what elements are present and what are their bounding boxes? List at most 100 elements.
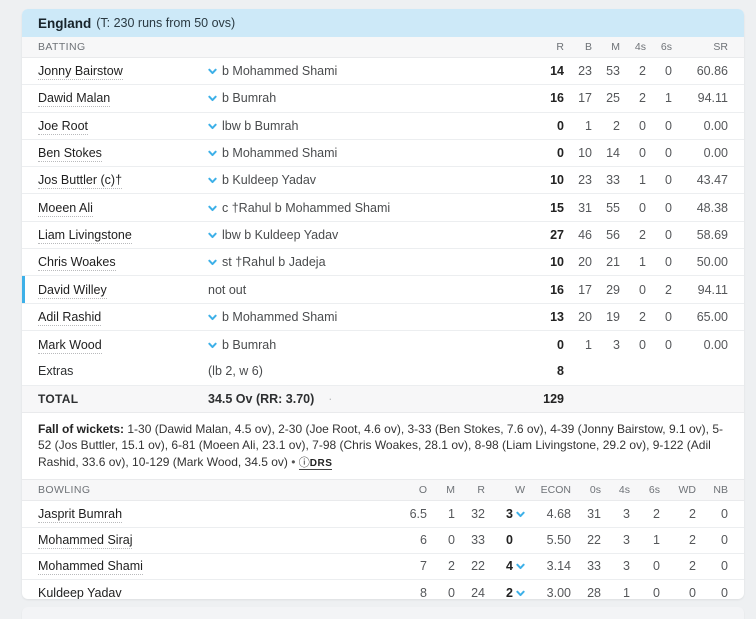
- dismissal[interactable]: b Mohammed Shami: [208, 64, 524, 78]
- sixes-value: 0: [653, 585, 660, 599]
- overs-value: 6: [420, 533, 427, 548]
- runs-value: 27: [550, 227, 564, 242]
- fours-value: 0: [639, 337, 646, 352]
- next-innings-header-partial[interactable]: [22, 607, 744, 619]
- extras-runs: 8: [557, 364, 564, 379]
- noballs-value: 0: [721, 559, 728, 574]
- col-header-fours-bowl: 4s: [618, 484, 630, 497]
- fours-value: 3: [623, 533, 630, 548]
- batting-row: Joe Root lbw b Bumrah 0 1 2 0 0 0.00: [22, 113, 744, 140]
- wickets-cell[interactable]: 3: [485, 507, 525, 521]
- sr-value: 43.47: [696, 173, 728, 188]
- fours-value: 2: [639, 309, 646, 324]
- fours-value: 0: [639, 146, 646, 161]
- bowler-name-link[interactable]: Jasprit Bumrah: [38, 506, 123, 523]
- dismissal[interactable]: b Bumrah: [208, 338, 524, 352]
- batting-section-header: BATTING R B M 4s 6s SR: [22, 37, 744, 58]
- dismissal[interactable]: lbw b Kuldeep Yadav: [208, 228, 524, 242]
- fours-value: 0: [639, 282, 646, 297]
- dismissal[interactable]: st †Rahul b Jadeja: [208, 255, 524, 269]
- wickets-cell[interactable]: 0: [485, 533, 525, 547]
- sixes-value: 0: [665, 146, 672, 161]
- chevron-down-icon: [208, 123, 217, 129]
- overs-value: 7: [420, 559, 427, 574]
- bowling-section-header: BOWLING O M R W ECON 0s 4s 6s WD NB: [22, 480, 744, 502]
- wickets-value: 0: [506, 533, 513, 548]
- batting-row: Moeen Ali c †Rahul b Mohammed Shami 15 3…: [22, 194, 744, 222]
- runs-value: 10: [550, 173, 564, 188]
- batting-row: Adil Rashid b Mohammed Shami 13 20 19 2 …: [22, 304, 744, 331]
- runs-value: 16: [550, 282, 564, 297]
- overs-value: 6.5: [409, 506, 427, 521]
- balls-value: 17: [578, 282, 592, 297]
- sixes-value: 2: [665, 282, 672, 297]
- wickets-cell[interactable]: 2: [485, 586, 525, 599]
- bowling-row: Kuldeep Yadav 8 0 24 2 3.00 28 1 0 0 0: [22, 580, 744, 599]
- maidens-value: 0: [448, 585, 455, 599]
- dismissal[interactable]: b Bumrah: [208, 91, 524, 105]
- bowler-name-link[interactable]: Kuldeep Yadav: [38, 585, 122, 599]
- fours-value: 2: [639, 91, 646, 106]
- dismissal[interactable]: c †Rahul b Mohammed Shami: [208, 201, 524, 215]
- dismissal[interactable]: b Mohammed Shami: [208, 146, 524, 160]
- noballs-value: 0: [721, 506, 728, 521]
- player-name-link[interactable]: Chris Woakes: [38, 255, 116, 272]
- col-header-runs-bowl: R: [477, 484, 485, 497]
- player-name-link[interactable]: Liam Livingstone: [38, 227, 132, 244]
- dismissal[interactable]: b Mohammed Shami: [208, 310, 524, 324]
- total-label: TOTAL: [38, 391, 79, 406]
- dismissal[interactable]: b Kuldeep Yadav: [208, 173, 524, 187]
- player-name-link[interactable]: Jos Buttler (c)†: [38, 173, 123, 190]
- player-name-link[interactable]: Jonny Bairstow: [38, 64, 123, 81]
- balls-value: 17: [578, 91, 592, 106]
- player-name-link[interactable]: Moeen Ali: [38, 200, 93, 217]
- player-name-link[interactable]: Adil Rashid: [38, 309, 102, 326]
- chevron-down-icon: [208, 150, 217, 157]
- sr-value: 0.00: [703, 118, 728, 133]
- dots-value: 28: [587, 585, 601, 599]
- batting-row: Jonny Bairstow b Mohammed Shami 14 23 53…: [22, 58, 744, 86]
- fours-value: 0: [639, 200, 646, 215]
- maidens-value: 0: [448, 533, 455, 548]
- wickets-cell[interactable]: 4: [485, 559, 525, 573]
- player-name-link[interactable]: Mark Wood: [38, 337, 102, 354]
- player-name-link[interactable]: Ben Stokes: [38, 146, 102, 163]
- player-name-link[interactable]: Joe Root: [38, 118, 89, 135]
- bowler-name-link[interactable]: Mohammed Siraj: [38, 533, 133, 550]
- drs-link[interactable]: ⓘDRS: [298, 454, 333, 470]
- innings-scorecard: England (T: 230 runs from 50 ovs) BATTIN…: [22, 9, 744, 599]
- runs-value: 13: [550, 309, 564, 324]
- chevron-down-icon: [208, 96, 217, 102]
- fours-value: 3: [623, 506, 630, 521]
- team-name: England: [38, 15, 92, 31]
- runs-value: 15: [550, 200, 564, 215]
- sixes-value: 0: [665, 200, 672, 215]
- sixes-value: 0: [665, 64, 672, 79]
- balls-value: 20: [578, 309, 592, 324]
- fours-value: 2: [639, 227, 646, 242]
- dismissal[interactable]: not out: [208, 282, 247, 297]
- col-header-sixes: 6s: [660, 41, 672, 53]
- player-name-link[interactable]: David Willey: [38, 282, 107, 299]
- runs-value: 0: [557, 146, 564, 161]
- col-header-econ: ECON: [540, 484, 571, 497]
- player-name-link[interactable]: Dawid Malan: [38, 91, 111, 108]
- col-header-dots: 0s: [589, 484, 601, 497]
- balls-value: 23: [578, 64, 592, 79]
- bowler-name-link[interactable]: Mohammed Shami: [38, 559, 143, 576]
- runs-value: 10: [550, 255, 564, 270]
- sr-value: 58.69: [696, 227, 728, 242]
- batting-rows: Jonny Bairstow b Mohammed Shami 14 23 53…: [22, 58, 744, 358]
- extras-row: Extras (lb 2, w 6) 8: [22, 358, 744, 386]
- sixes-value: 0: [665, 255, 672, 270]
- dismissal[interactable]: lbw b Bumrah: [208, 119, 524, 133]
- innings-header[interactable]: England (T: 230 runs from 50 ovs): [22, 9, 744, 37]
- runs-value: 0: [557, 337, 564, 352]
- total-runs: 129: [543, 391, 564, 406]
- sixes-value: 0: [665, 173, 672, 188]
- minutes-value: 2: [613, 118, 620, 133]
- team-target-note: (T: 230 runs from 50 ovs): [96, 16, 236, 30]
- chevron-down-icon: [208, 232, 217, 238]
- sr-value: 65.00: [696, 309, 728, 324]
- minutes-value: 19: [606, 309, 620, 324]
